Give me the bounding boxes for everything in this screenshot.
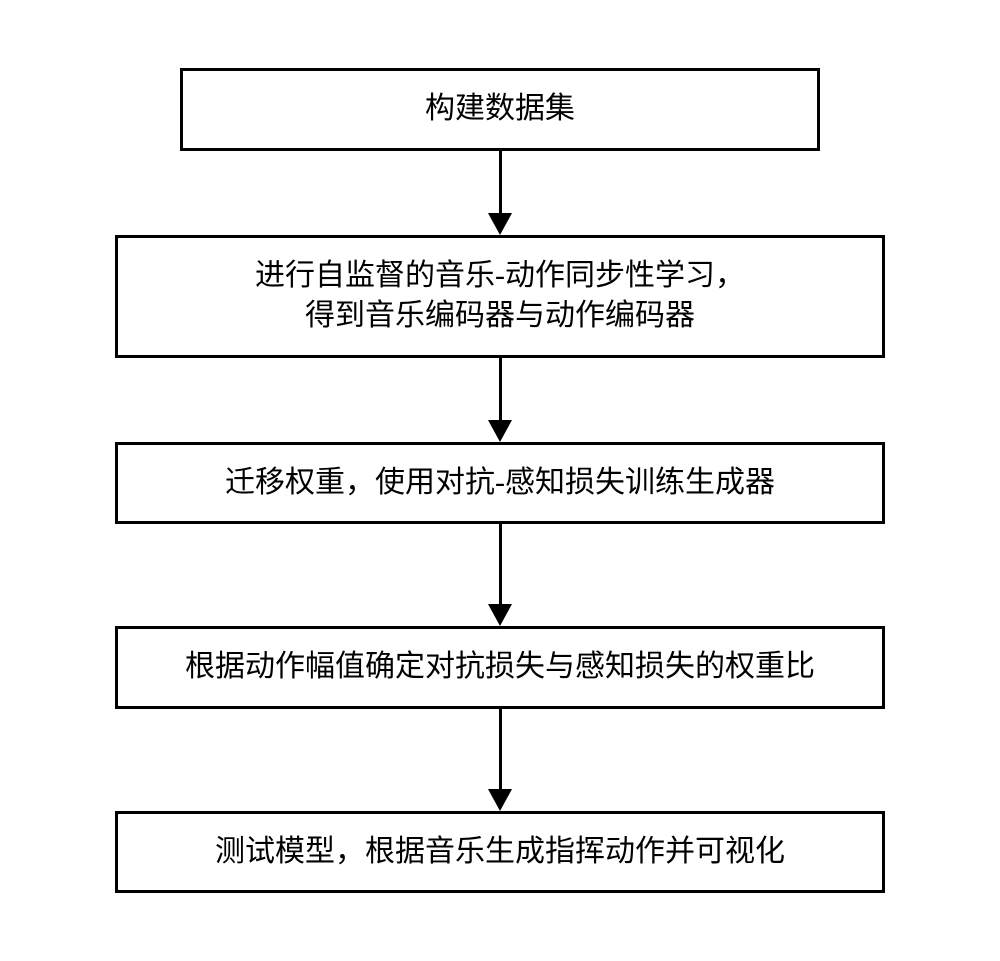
step-label: 根据动作幅值确定对抗损失与感知损失的权重比	[185, 647, 815, 688]
flowchart-container: 构建数据集进行自监督的音乐-动作同步性学习， 得到音乐编码器与动作编码器迁移权重…	[115, 68, 885, 893]
flowchart-step-3: 迁移权重，使用对抗-感知损失训练生成器	[115, 442, 885, 525]
arrow-down-icon	[488, 358, 512, 442]
step-label: 构建数据集	[425, 89, 575, 130]
flowchart-step-1: 构建数据集	[180, 68, 820, 151]
flowchart-step-5: 测试模型，根据音乐生成指挥动作并可视化	[115, 811, 885, 894]
step-label: 迁移权重，使用对抗-感知损失训练生成器	[225, 463, 775, 504]
arrow-down-icon	[488, 709, 512, 811]
arrow-down-icon	[488, 524, 512, 626]
step-label: 测试模型，根据音乐生成指挥动作并可视化	[215, 832, 785, 873]
arrow-down-icon	[488, 151, 512, 235]
step-label: 进行自监督的音乐-动作同步性学习， 得到音乐编码器与动作编码器	[255, 256, 745, 337]
flowchart-step-2: 进行自监督的音乐-动作同步性学习， 得到音乐编码器与动作编码器	[115, 235, 885, 358]
flowchart-step-4: 根据动作幅值确定对抗损失与感知损失的权重比	[115, 626, 885, 709]
